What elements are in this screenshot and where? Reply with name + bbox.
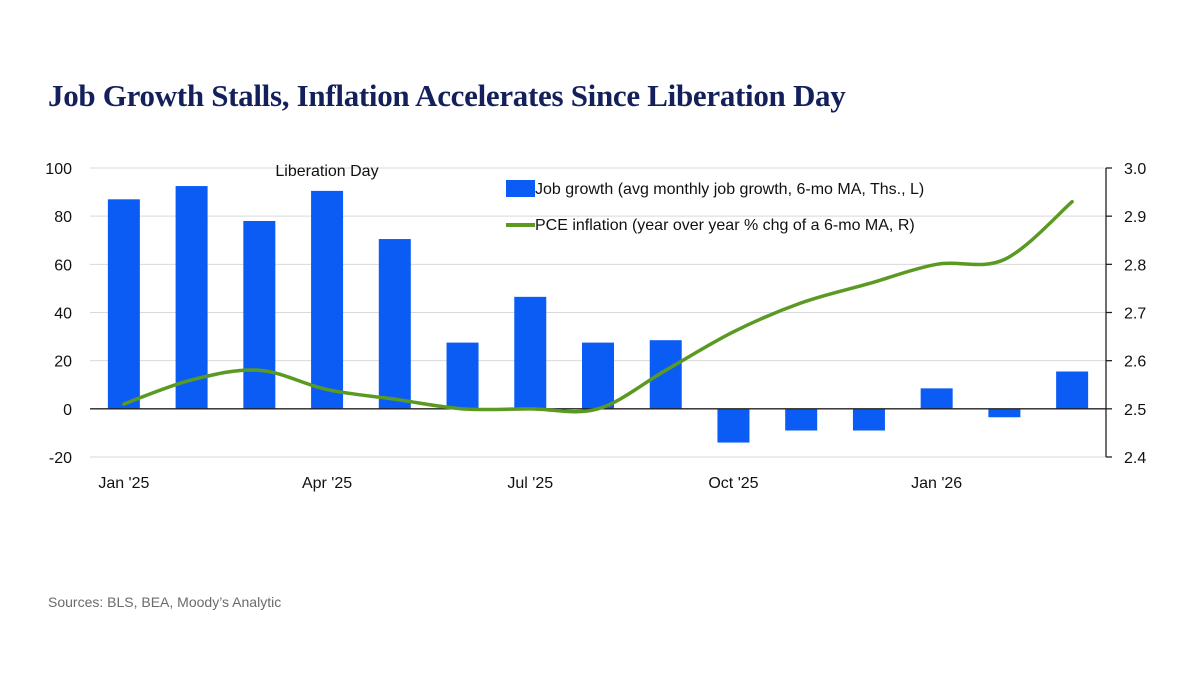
bar <box>920 388 953 409</box>
legend-label-job-growth: Job growth (avg monthly job growth, 6-mo… <box>535 181 924 198</box>
legend-label-pce: PCE inflation (year over year % chg of a… <box>535 217 915 234</box>
left-tick-label: 0 <box>63 402 72 419</box>
left-tick-label: -20 <box>49 450 72 467</box>
bar <box>717 408 750 443</box>
line-series <box>122 199 1074 414</box>
gridlines <box>90 167 1106 458</box>
left-tick-label: 20 <box>54 354 72 371</box>
bar <box>446 342 479 409</box>
x-tick-label: Jul '25 <box>507 475 553 492</box>
x-axis: Jan '25 Apr '25 Jul '25 Oct '25 Jan '26 <box>98 475 962 492</box>
liberation-day-annotation: Liberation Day <box>275 163 378 180</box>
bar <box>378 239 411 409</box>
x-tick-label: Oct '25 <box>708 475 758 492</box>
left-tick-label: 40 <box>54 306 72 323</box>
left-tick-label: 100 <box>45 161 72 178</box>
bar <box>582 342 614 409</box>
right-tick-label: 2.9 <box>1124 209 1146 226</box>
pce-inflation-line <box>122 199 1074 414</box>
x-tick-label: Jan '26 <box>911 475 962 492</box>
source-note: Sources: BLS, BEA, Moody’s Analytic <box>48 594 282 610</box>
right-axis: 3.0 2.9 2.8 2.7 2.6 2.5 2.4 <box>1106 161 1146 467</box>
bar <box>1056 371 1089 409</box>
bar <box>175 186 208 409</box>
bar <box>649 340 682 409</box>
right-tick-label: 2.8 <box>1124 257 1146 274</box>
bar <box>243 220 276 409</box>
bar <box>988 408 1021 418</box>
bar-series <box>107 186 1089 443</box>
right-tick-label: 2.6 <box>1124 354 1146 371</box>
bar <box>852 408 885 431</box>
chart-title: Job Growth Stalls, Inflation Accelerates… <box>48 78 846 113</box>
x-tick-label: Jan '25 <box>98 475 149 492</box>
right-tick-label: 2.5 <box>1124 402 1146 419</box>
legend-swatch-job-growth <box>506 180 535 197</box>
left-axis: 100 80 60 40 20 0 -20 <box>45 161 72 467</box>
bar <box>107 199 140 409</box>
bar <box>785 408 818 431</box>
left-tick-label: 60 <box>54 257 72 274</box>
right-tick-label: 2.7 <box>1124 306 1146 323</box>
legend: Job growth (avg monthly job growth, 6-mo… <box>506 180 924 234</box>
bar <box>514 296 547 409</box>
bar <box>311 190 344 409</box>
right-tick-label: 3.0 <box>1124 161 1146 178</box>
right-tick-label: 2.4 <box>1124 450 1146 467</box>
x-tick-label: Apr '25 <box>302 475 352 492</box>
left-tick-label: 80 <box>54 209 72 226</box>
